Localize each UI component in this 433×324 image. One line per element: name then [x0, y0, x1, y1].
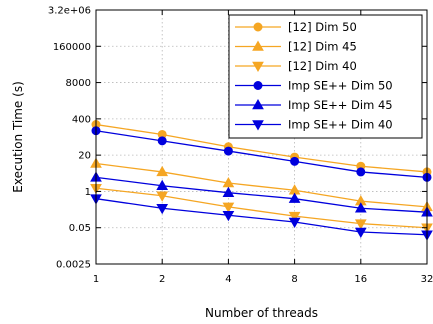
legend-entry: [12] Dim 40 [235, 59, 357, 73]
y-tick-label: 0.0025 [56, 260, 91, 271]
data-point [157, 136, 167, 146]
data-point [288, 211, 301, 223]
legend-entry: [12] Dim 45 [235, 40, 357, 54]
data-point [156, 179, 169, 190]
data-point [156, 165, 169, 177]
data-point [222, 202, 235, 213]
legend-box [228, 14, 423, 139]
data-point [354, 227, 367, 239]
x-tick-label: 32 [421, 274, 433, 285]
plot-area-frame [95, 9, 428, 265]
y-tick-label: 8000 [66, 78, 91, 89]
legend-label: Imp SE++ Dim 45 [288, 98, 393, 112]
data-point [222, 186, 235, 197]
series-6 [90, 194, 433, 241]
series-5 [90, 171, 433, 217]
series-line [95, 130, 428, 178]
y-tick-label: 1 [85, 187, 91, 198]
legend-entry: [12] Dim 50 [235, 20, 357, 34]
series-2 [90, 157, 433, 212]
legend-label: Imp SE++ Dim 40 [288, 118, 393, 132]
y-tick-label: 0.05 [69, 223, 91, 234]
legend-marker [253, 81, 263, 90]
series-line [95, 187, 428, 229]
legend-label: [12] Dim 40 [288, 59, 357, 73]
y-tick-label: 160000 [53, 42, 91, 53]
legend-label: [12] Dim 50 [288, 20, 357, 34]
data-point [288, 192, 301, 203]
data-point [156, 203, 169, 215]
legend-marker [253, 22, 263, 32]
x-axis-ticks: 1 2 4 8 16 32 [93, 10, 433, 285]
data-point [223, 146, 233, 156]
x-tick-label: 8 [291, 274, 297, 285]
legend-entry: Imp SE++ Dim 40 [235, 118, 393, 132]
legend-marker [252, 40, 264, 51]
legend-label: Imp SE++ Dim 50 [288, 79, 393, 93]
x-axis-title: Number of threads [205, 306, 318, 320]
y-tick-label: 20 [78, 151, 91, 162]
legend-marker [252, 98, 264, 110]
data-point [222, 210, 235, 222]
y-tick-label: 3.2e+06 [48, 6, 91, 17]
series-line [95, 176, 428, 213]
legend-entry: Imp SE++ Dim 45 [235, 98, 393, 112]
y-tick-label: 400 [72, 114, 91, 125]
x-tick-label: 2 [159, 274, 165, 285]
legend-label: [12] Dim 45 [288, 40, 357, 54]
x-tick-label: 1 [93, 274, 99, 285]
legend-marker [252, 120, 264, 131]
x-tick-label: 4 [225, 274, 231, 285]
data-point [156, 191, 169, 202]
y-axis-ticks: 0.0025 0.05 1 20 400 8000 160000 3.2e+06 [48, 6, 427, 271]
series-4 [91, 126, 432, 182]
series-line [95, 198, 428, 236]
data-point [288, 217, 301, 229]
data-point [356, 167, 366, 177]
data-point [354, 202, 367, 213]
data-point [290, 156, 300, 166]
legend-marker [252, 61, 264, 73]
x-tick-label: 16 [354, 274, 367, 285]
data-point [354, 219, 367, 230]
series-line [95, 162, 428, 208]
series-line [95, 123, 428, 173]
legend: [12] Dim 50 [12] Dim 45 [12] Dim 40 Imp SE+… [228, 14, 423, 139]
y-axis-title: Execution Time (s) [11, 81, 25, 193]
legend-entry: Imp SE++ Dim 50 [235, 79, 393, 93]
